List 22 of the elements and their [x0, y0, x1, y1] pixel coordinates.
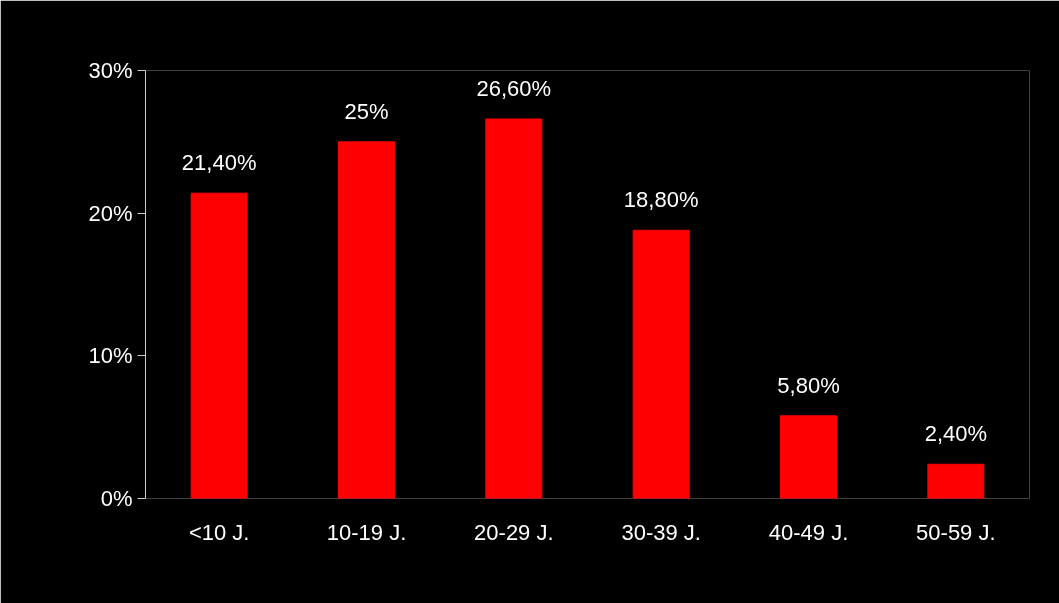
bar: [190, 192, 248, 499]
x-tick-label: 20-29 J.: [474, 519, 554, 545]
data-label: 21,40%: [181, 150, 257, 176]
x-tick-label: <10 J.: [188, 519, 250, 545]
data-label: 5,80%: [777, 372, 840, 398]
data-label: 26,60%: [476, 76, 552, 102]
data-label: 18,80%: [623, 187, 699, 213]
data-label: 25%: [344, 98, 389, 124]
y-tick-label: 20%: [88, 200, 133, 226]
bar: [632, 229, 690, 499]
bar: [780, 415, 837, 499]
x-tick-label: 30-39 J.: [621, 519, 701, 545]
y-tick-label: 30%: [88, 58, 133, 83]
bar: [338, 141, 395, 499]
x-tick-label: 50-59 J.: [916, 519, 996, 545]
y-tick-label: 0%: [100, 486, 133, 511]
x-tick-label: 10-19 J.: [326, 519, 407, 545]
data-label: 2,40%: [924, 421, 988, 447]
bar: [485, 118, 543, 499]
bar: [927, 463, 985, 499]
y-tick-label: 10%: [88, 343, 133, 369]
x-tick-label: 40-49 J.: [768, 519, 849, 545]
